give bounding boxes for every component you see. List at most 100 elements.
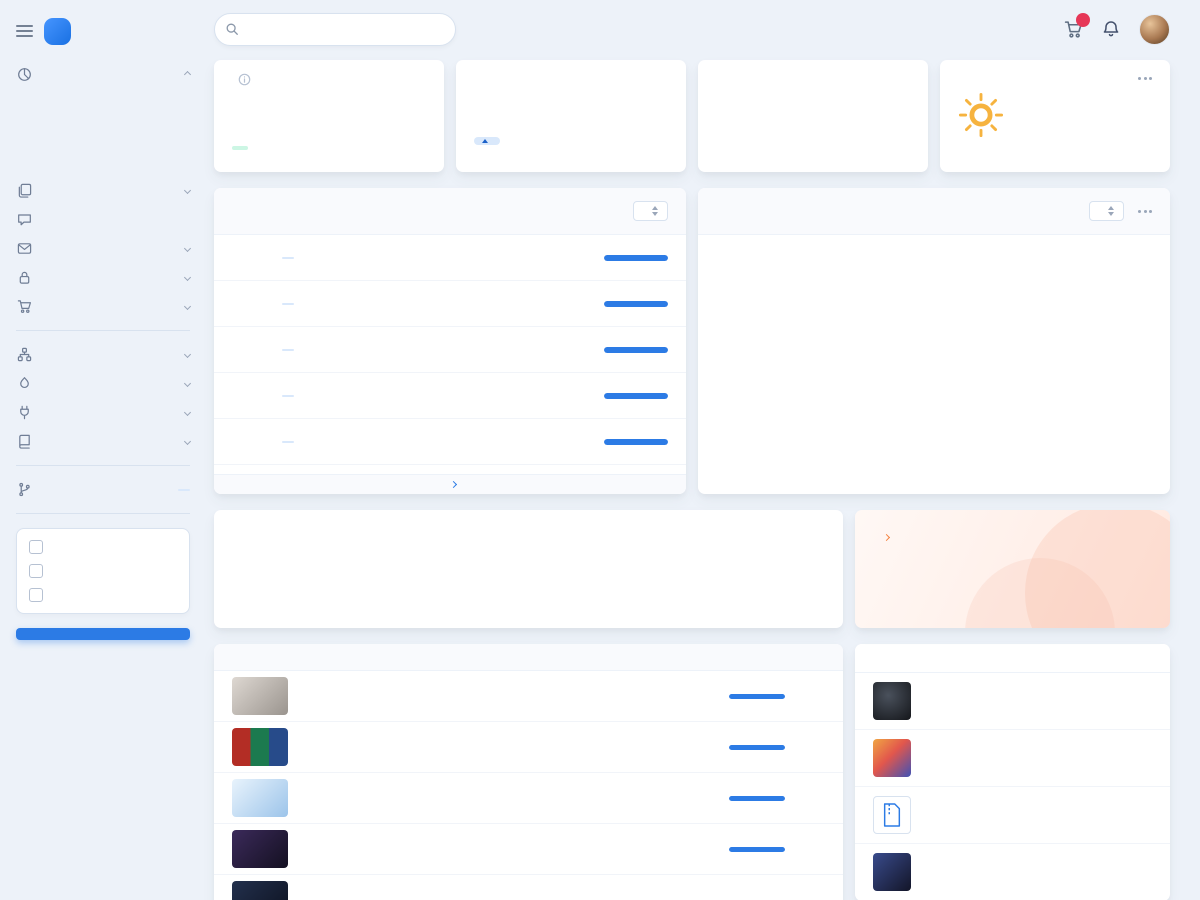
file-row-iphone[interactable] [855,730,1170,787]
project-row-raven[interactable] [214,373,686,419]
product-row-boots4[interactable] [214,722,844,773]
project-progress-bar [604,346,668,353]
show-all-projects-link[interactable] [214,474,686,494]
sidebar-item-landing[interactable] [42,152,190,173]
market-share-donut [826,63,910,147]
sidebar-item-components[interactable] [16,340,192,369]
notifications-button[interactable] [1102,20,1120,38]
sidebar-item-ecommerce[interactable] [16,292,192,321]
plug-icon [16,405,33,420]
caret-up-icon [482,139,488,143]
legend-item [300,563,315,571]
sidebar-item-email[interactable] [16,234,192,263]
main-content [200,0,1200,900]
project-list [214,235,686,474]
sidebar-item-feed[interactable] [42,131,190,152]
more-options-icon[interactable] [1138,206,1152,217]
file-thumbnail [873,853,912,891]
market-share-legend [716,80,731,142]
rtl-layout-checkbox[interactable] [29,564,177,578]
legend-dot [267,563,275,571]
project-avatar [232,427,262,457]
file-row-apple-smart-watch[interactable] [855,673,1170,730]
file-archive-icon [873,796,912,834]
file-row-imac[interactable] [855,844,1170,900]
total-sales-card [698,188,1170,494]
product-row-slick[interactable] [214,824,844,875]
divider [16,330,190,331]
project-row-falcon[interactable] [214,235,686,281]
legend-item [716,102,731,120]
chevron-down-icon [183,379,192,388]
project-progress-bar [604,438,668,445]
upgrade-storage-link[interactable] [877,533,1148,542]
checkbox-icon [29,564,43,578]
project-progress-badge [282,256,294,259]
sidebar-item-dashboard-alt[interactable] [42,110,190,131]
mid-row [214,188,1170,494]
sidebar-item-home[interactable] [16,60,192,89]
more-options-icon[interactable] [1138,73,1152,84]
search-input[interactable] [214,12,456,46]
file-thumbnail [873,739,912,777]
menu-toggle-icon[interactable] [16,25,33,37]
fluid-container-checkbox[interactable] [29,588,177,602]
product-row-falcon[interactable] [214,773,844,824]
legend-dot [716,107,724,115]
storage-progress-bar [234,540,823,550]
month-select[interactable] [1089,201,1124,221]
topbar-icons [1064,12,1170,45]
project-progress-badge [282,348,294,351]
project-row-reign[interactable] [214,281,686,327]
info-icon[interactable] [238,73,251,86]
chevron-down-icon [183,302,192,311]
legend-dot [716,85,724,93]
divider [16,465,190,466]
project-progress-badge [282,440,294,443]
legend-item [716,124,731,142]
sidebar-item-dashboard[interactable] [42,89,190,110]
cart-button[interactable] [1064,12,1090,39]
best-selling-card [214,644,844,900]
product-row-partial[interactable] [214,875,843,900]
sidebar-item-documentation[interactable] [16,427,192,456]
legend-dot [234,563,242,571]
home-subnav [16,89,190,173]
chevron-down-icon [183,408,192,417]
sidebar-item-plugins[interactable] [16,398,192,427]
upgrade-storage-banner [855,510,1170,628]
sidebar-item-changelog[interactable] [16,475,190,504]
chevron-down-icon [183,437,192,446]
weekly-sales-chart [300,90,426,150]
revenue-progress-bar [729,693,786,699]
working-time-select[interactable] [633,201,668,221]
chevron-right-icon [449,480,458,489]
settings-panel [16,528,190,614]
sidebar [0,0,200,900]
project-progress-badge [282,394,294,397]
project-row-boots4[interactable] [214,327,686,373]
falcon-logo[interactable] [44,17,77,45]
legend-dot [333,563,341,571]
sort-carets-icon [652,206,658,216]
dark-mode-checkbox[interactable] [29,540,177,554]
project-row-slick[interactable] [214,419,686,465]
chevron-down-icon [183,350,192,359]
donut-center-value [826,63,910,147]
file-row-falcon-release[interactable] [855,787,1170,844]
sidebar-item-authentication[interactable] [16,263,192,292]
purchase-button[interactable] [16,628,190,640]
product-row-raven-pro[interactable] [214,671,844,722]
sidebar-item-chat[interactable] [16,205,190,234]
pages-icon [16,183,33,198]
project-avatar [232,381,262,411]
chat-icon [16,212,33,227]
code-branch-icon [16,482,33,497]
sidebar-item-utilities[interactable] [16,369,192,398]
project-progress-bar [604,300,668,307]
total-order-chart [508,77,668,145]
sidebar-item-pages[interactable] [16,176,192,205]
project-progress-bar [604,254,668,261]
project-avatar [232,243,262,273]
user-avatar[interactable] [1139,13,1170,45]
